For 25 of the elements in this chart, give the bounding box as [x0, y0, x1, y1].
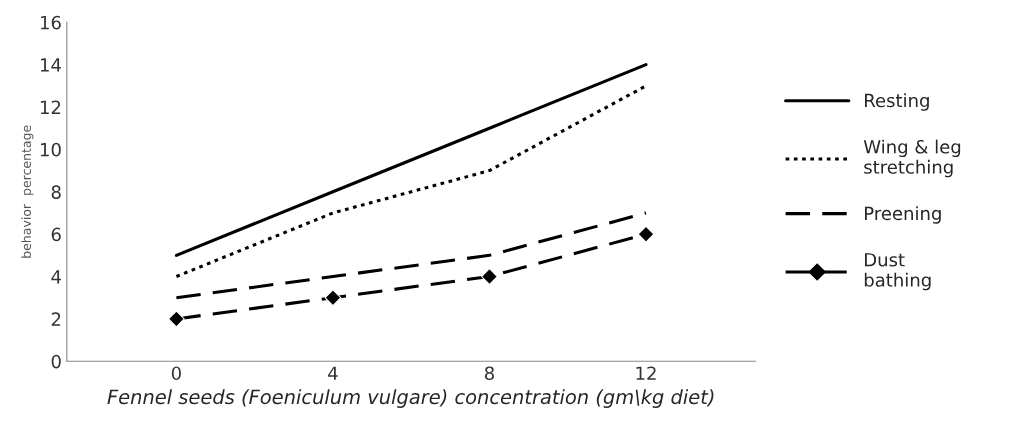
x-tick-label: 12 [636, 366, 656, 380]
legend-label: Dust bathing [864, 253, 931, 291]
line-series [174, 211, 648, 300]
legend-label: Resting [865, 93, 929, 111]
y-tick-label: 6 [51, 227, 61, 242]
y-tick-label: 8 [51, 185, 61, 199]
legend-label: Wing & leg stretching [863, 139, 961, 178]
y-tick-label: 14 [40, 58, 61, 72]
y-tick-label: 4 [51, 270, 61, 284]
point [168, 310, 185, 328]
y-tick-label: 10 [40, 142, 61, 157]
point [481, 268, 498, 285]
y-tick-label: 0 [51, 354, 61, 369]
y-tick-label: 16 [40, 15, 61, 30]
x-tick-label: 8 [484, 366, 494, 381]
x-tick-label: 0 [171, 366, 181, 381]
x-tick-label: 4 [328, 366, 338, 380]
point [637, 225, 655, 243]
y-tick-label: 2 [51, 312, 61, 326]
line-series [174, 63, 648, 257]
point [324, 289, 342, 307]
x-axis-title: Fennel seeds (Foeniculum vulgare) concentration (gm\kg diet) [107, 389, 714, 408]
y-axis-title: behavior percentage [21, 125, 34, 258]
y-tick-label: 12 [40, 100, 61, 114]
legend-label: Preening [865, 206, 941, 224]
